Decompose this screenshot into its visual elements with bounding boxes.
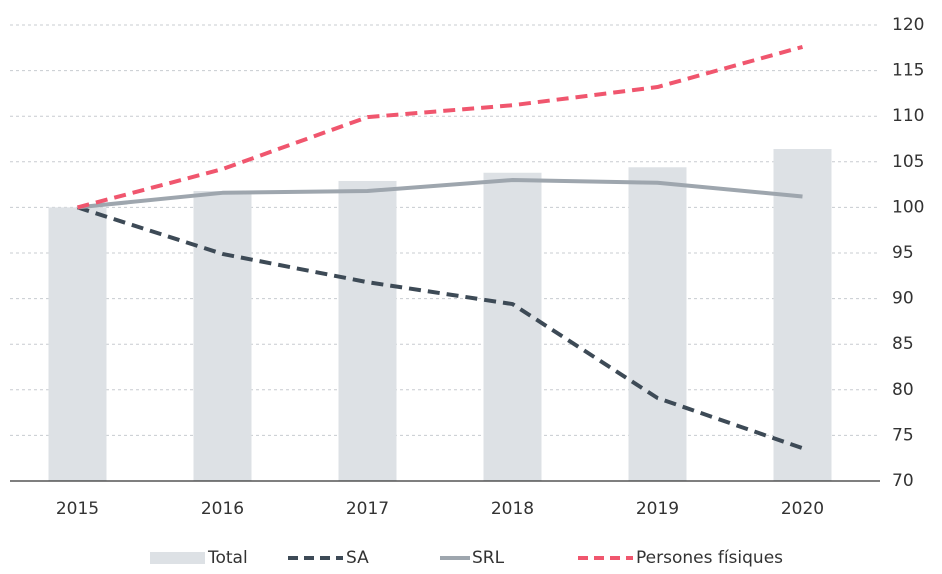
y-tick-label: 95 — [892, 243, 914, 263]
y-tick-label: 85 — [892, 334, 914, 354]
line-series — [76, 44, 804, 210]
bar — [483, 172, 542, 481]
y-tick-label: 100 — [892, 197, 924, 217]
y-tick-label: 70 — [892, 471, 914, 491]
legend-swatch — [150, 552, 205, 564]
y-tick-label: 75 — [892, 425, 914, 445]
x-tick-label: 2017 — [346, 499, 389, 519]
bar — [628, 167, 687, 481]
y-tick-label: 110 — [892, 106, 924, 126]
bar — [48, 207, 107, 481]
legend-label: SRL — [472, 548, 505, 568]
legend-label: Persones físiques — [636, 548, 783, 568]
y-tick-label: 120 — [892, 15, 924, 35]
y-tick-label: 80 — [892, 380, 914, 400]
y-tick-label: 105 — [892, 152, 924, 172]
bar — [773, 149, 832, 482]
line-series — [77, 178, 803, 210]
x-tick-label: 2015 — [56, 499, 99, 519]
y-tick-label: 115 — [892, 61, 924, 81]
x-tick-label: 2018 — [491, 499, 534, 519]
x-tick-label: 2016 — [201, 499, 244, 519]
legend-label: Total — [207, 548, 248, 568]
legend-label: SA — [346, 548, 369, 568]
bar — [193, 190, 252, 481]
x-tick-label: 2019 — [636, 499, 679, 519]
line-series — [76, 205, 804, 451]
y-tick-label: 90 — [892, 289, 914, 309]
bar — [338, 180, 397, 481]
x-tick-label: 2020 — [781, 499, 824, 519]
